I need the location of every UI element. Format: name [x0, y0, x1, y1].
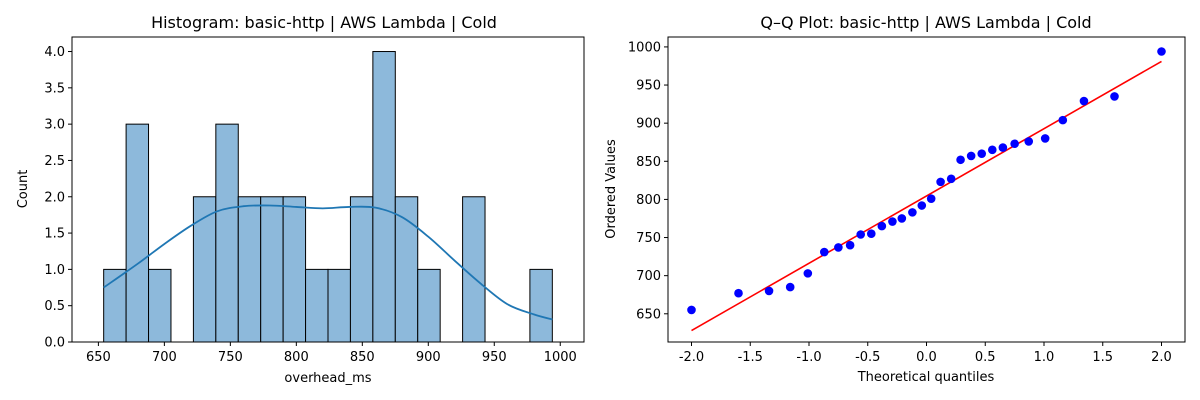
qq-point-27: [1079, 96, 1089, 106]
qq-point-25: [1040, 134, 1050, 143]
y-tick-label: 850: [636, 155, 661, 170]
x-tick-label: 950: [482, 350, 507, 365]
qq-point-10: [877, 221, 887, 231]
y-tick-label: 700: [636, 269, 661, 284]
qq-plot-x-label: Theoretical quantiles: [857, 370, 995, 385]
qq-point-5: [819, 247, 829, 257]
x-tick-label: 750: [218, 350, 243, 365]
histogram-bar-7: [260, 196, 284, 343]
y-tick-label: 1000: [628, 40, 661, 55]
y-tick-label: 3.0: [44, 118, 65, 133]
y-tick-label: 1.0: [44, 263, 65, 278]
qq-point-4: [803, 269, 813, 278]
x-tick-label: 0.0: [916, 350, 937, 365]
x-tick-label: -0.5: [855, 350, 880, 365]
histogram-axes-frame: [71, 36, 585, 343]
histogram-bar-1: [125, 123, 150, 343]
y-tick-label: 3.5: [44, 81, 65, 96]
y-tick-label: 950: [636, 79, 661, 94]
x-tick-label: 850: [350, 350, 375, 365]
qq-point-16: [936, 177, 945, 187]
x-tick-label: 700: [152, 350, 177, 365]
x-tick-label: 0.5: [975, 350, 996, 365]
qq-point-18: [956, 155, 965, 165]
histogram-bar-14: [417, 268, 441, 343]
x-tick-label: -1.0: [796, 350, 821, 365]
y-tick-label: 2.0: [44, 190, 65, 205]
qq-plot-axes-frame: [667, 36, 1186, 343]
qq-point-21: [988, 145, 997, 155]
qq-point-7: [845, 240, 855, 250]
qq-point-23: [1010, 139, 1019, 149]
qq-point-22: [998, 143, 1008, 152]
histogram-bar-12: [372, 51, 396, 343]
qq-point-9: [866, 229, 876, 239]
y-tick-label: 0.5: [44, 299, 65, 314]
qq-point-24: [1024, 137, 1034, 146]
qq-point-29: [1157, 47, 1166, 56]
histogram-bar-13: [394, 196, 419, 343]
qq-plot-title: Q–Q Plot: basic-http | AWS Lambda | Cold: [760, 13, 1091, 32]
qq-point-3: [785, 282, 795, 292]
x-tick-label: 2.0: [1151, 350, 1172, 365]
qq-plot-panel: Q–Q Plot: basic-http | AWS Lambda | Cold…: [604, 13, 1186, 385]
histogram-bar-19: [529, 268, 553, 343]
qq-plot-x-ticks: -2.0 -1.5 -1.0 -0.5 0.0 0.5 1.0 1.5 2.0: [679, 342, 1172, 365]
histogram-bar-9: [305, 268, 329, 343]
histogram-bar-2: [148, 268, 172, 343]
x-tick-label: 1000: [544, 350, 577, 365]
histogram-bars: [103, 51, 553, 343]
qq-point-6: [834, 243, 843, 252]
x-tick-label: -1.5: [738, 350, 763, 365]
qq-plot-y-label: Ordered Values: [604, 139, 619, 239]
qq-point-0: [687, 305, 696, 315]
y-tick-label: 900: [636, 117, 661, 132]
qq-points: [687, 47, 1166, 315]
qq-point-12: [897, 214, 907, 223]
y-tick-label: 650: [636, 307, 661, 322]
qq-point-19: [966, 151, 976, 161]
x-tick-label: 1.5: [1092, 350, 1113, 365]
qq-plot-y-ticks: 650 700 750 800 850 900 950 1000: [628, 40, 668, 322]
histogram-bar-4: [192, 196, 217, 343]
histogram-title: Histogram: basic-http | AWS Lambda | Col…: [151, 13, 497, 32]
histogram-bar-8: [282, 196, 307, 343]
kde-curve: [103, 204, 553, 321]
qq-point-13: [908, 208, 917, 217]
histogram-panel: Histogram: basic-http | AWS Lambda | Col…: [16, 13, 585, 386]
histogram-bar-5: [215, 123, 239, 343]
histogram-bar-16: [462, 196, 486, 343]
qq-point-26: [1058, 115, 1068, 125]
y-tick-label: 1.5: [44, 227, 65, 242]
qq-point-8: [856, 230, 865, 239]
histogram-y-label: Count: [16, 170, 31, 209]
qq-point-14: [917, 201, 927, 210]
histogram-bar-10: [327, 268, 351, 343]
y-tick-label: 800: [636, 193, 661, 208]
histogram-bar-11: [349, 196, 374, 343]
qq-point-1: [734, 288, 743, 298]
x-tick-label: 1.0: [1034, 350, 1055, 365]
histogram-y-ticks: 0.0 0.5 1.0 1.5 2.0 2.5 3.0 3.5 4.0: [44, 45, 72, 351]
qq-point-17: [946, 174, 956, 184]
y-tick-label: 2.5: [44, 154, 65, 169]
y-tick-label: 750: [636, 231, 661, 246]
fit-line: [691, 60, 1162, 332]
x-tick-label: 650: [86, 350, 111, 365]
histogram-x-label: overhead_ms: [284, 371, 371, 386]
x-tick-label: 800: [284, 350, 309, 365]
x-tick-label: 900: [416, 350, 441, 365]
qq-point-2: [764, 286, 774, 296]
qq-point-28: [1110, 92, 1119, 101]
histogram-bar-6: [237, 196, 262, 343]
qq-point-15: [926, 194, 936, 203]
x-tick-label: -2.0: [679, 350, 704, 365]
y-tick-label: 0.0: [44, 336, 65, 351]
qq-point-20: [977, 149, 987, 158]
y-tick-label: 4.0: [44, 45, 65, 60]
histogram-x-ticks: 650 700 750 800 850 900 950 1000: [86, 342, 577, 365]
qq-point-11: [888, 217, 897, 226]
